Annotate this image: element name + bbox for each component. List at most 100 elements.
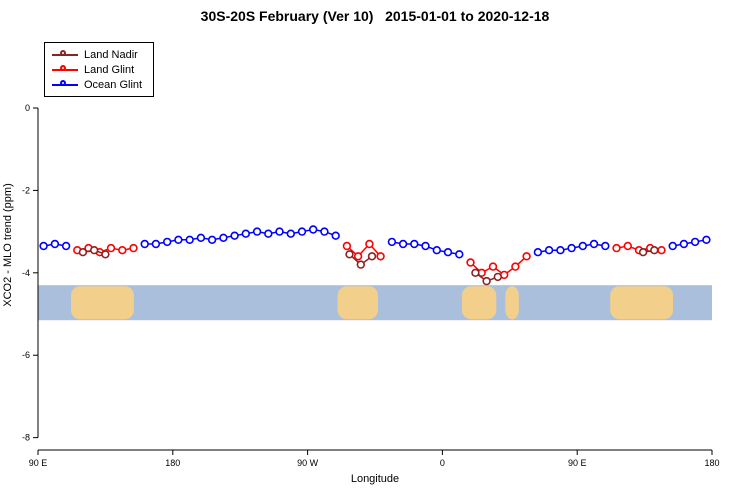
x-tick-label: 90 W [297, 458, 319, 468]
data-point [493, 272, 502, 282]
data-point [286, 229, 295, 238]
series-ocean-glint [39, 225, 711, 259]
data-point [398, 239, 408, 249]
data-point [511, 262, 520, 271]
map-band-land-australia [71, 286, 134, 320]
data-point [702, 235, 711, 245]
data-point [196, 233, 206, 243]
data-point [345, 250, 354, 259]
data-point [297, 227, 307, 236]
land-nadir-marker-icon [52, 49, 78, 61]
axis-tick-labels: 0 -2 -4 -6 -8 90 E 180 90 W 0 90 E 180 [22, 103, 720, 468]
series-line [672, 239, 707, 247]
data-point [567, 243, 576, 253]
x-tick-label: 180 [704, 458, 719, 468]
data-point [78, 248, 88, 257]
legend-item-ocean-glint: Ocean Glint [52, 77, 142, 92]
data-point [342, 241, 352, 251]
map-band-land-madagascar [505, 286, 519, 320]
data-point [50, 239, 60, 249]
legend: Land Nadir Land Glint Ocean Glint [44, 42, 155, 97]
x-tick-label: 180 [165, 458, 180, 468]
data-point [578, 241, 587, 251]
data-point [376, 252, 385, 261]
data-point [556, 246, 565, 255]
data-point [623, 241, 632, 251]
data-point [356, 260, 365, 269]
data-point [365, 239, 374, 249]
data-point [533, 248, 543, 257]
series-line [346, 242, 382, 258]
map-band-land-southern-africa [461, 286, 497, 320]
data-point [140, 239, 149, 249]
data-point [118, 246, 127, 255]
legend-item-land-glint: Land Glint [52, 62, 142, 77]
ocean-glint-marker-icon [52, 79, 78, 91]
data-point [679, 239, 689, 249]
data-point [466, 258, 475, 267]
x-tick-label: 90 E [29, 458, 48, 468]
data-point [185, 235, 194, 245]
y-axis-title: XCO2 - MLO trend (ppm) [2, 183, 14, 306]
data-point [421, 241, 430, 251]
axes [33, 107, 713, 455]
data-point [163, 237, 172, 247]
data-point [690, 237, 700, 247]
x-axis-title: Longitude [351, 473, 399, 485]
data-point [612, 243, 621, 253]
y-tick-label: 0 [25, 103, 30, 113]
data-point [410, 239, 419, 249]
data-point [241, 229, 251, 238]
data-point [668, 241, 677, 251]
data-point [230, 231, 239, 240]
data-point [39, 241, 48, 251]
data-point [387, 237, 397, 247]
series-line [144, 228, 336, 245]
data-point [89, 246, 99, 255]
data-point [601, 241, 610, 251]
map-band-land-south-america [337, 286, 378, 320]
land-glint-marker-icon [52, 64, 78, 76]
data-point [455, 250, 464, 259]
data-point [482, 276, 491, 286]
legend-label-land-glint: Land Glint [84, 63, 135, 76]
data-point [275, 227, 284, 236]
data-point [471, 268, 480, 277]
data-point [432, 246, 441, 255]
chart-title: 30S-20S February (Ver 10) 2015-01-01 to … [200, 8, 550, 24]
data-point [331, 231, 340, 240]
legend-label-ocean-glint: Ocean Glint [84, 78, 143, 91]
data-point [488, 262, 498, 271]
x-tick-label: 0 [440, 458, 445, 468]
data-point [309, 225, 318, 234]
data-point [219, 233, 228, 243]
x-tick-label: 90 E [568, 458, 587, 468]
data-point [657, 246, 666, 255]
data-point [207, 235, 217, 245]
map-band-land-australia-wrap [610, 286, 674, 320]
data-point [252, 227, 262, 236]
y-tick-label: -2 [22, 185, 30, 195]
data-point [320, 227, 329, 236]
legend-label-land-nadir: Land Nadir [84, 48, 138, 61]
data-point [174, 235, 183, 245]
data-point [151, 239, 161, 249]
y-tick-label: -4 [22, 268, 30, 278]
data-point [522, 252, 531, 261]
data-point [264, 229, 273, 238]
data-point [61, 241, 71, 251]
data-point [367, 252, 377, 261]
legend-item-land-nadir: Land Nadir [52, 47, 142, 62]
y-tick-label: -8 [22, 433, 30, 443]
data-point [638, 248, 648, 257]
data-point [589, 239, 599, 249]
data-point [101, 250, 110, 259]
data-point [353, 252, 363, 261]
data-point [129, 243, 138, 253]
series-land-nadir [78, 246, 659, 286]
data-point [544, 246, 554, 255]
data-point [443, 248, 453, 257]
y-tick-label: -6 [22, 350, 30, 360]
